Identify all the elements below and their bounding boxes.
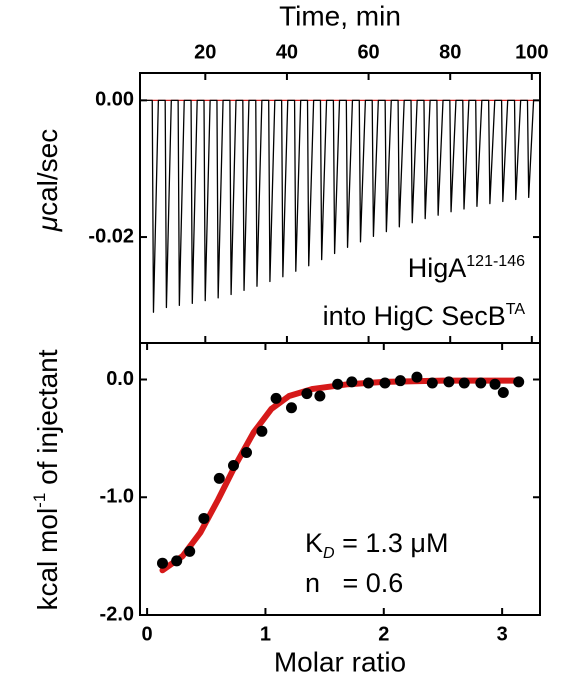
y-tick-label: 0.00 (95, 89, 134, 111)
data-point (497, 386, 509, 398)
x-axis-label: Molar ratio (274, 646, 406, 677)
annotation: n = 0.6 (305, 568, 403, 598)
x-tick-label: 2 (378, 623, 389, 645)
plot-frame (139, 342, 541, 616)
data-point (362, 377, 374, 389)
x-tick-label: 1 (260, 623, 271, 645)
data-point (227, 459, 239, 471)
x-tick-label: 0 (142, 623, 153, 645)
text-part: D (323, 545, 335, 562)
text-part: into HigC SecB (323, 301, 506, 331)
text-part: μ (32, 216, 63, 232)
annotation: KD = 1.3 μM (305, 528, 448, 562)
x-tick-label: 3 (497, 623, 508, 645)
data-point (256, 425, 268, 437)
text-part: HigA (408, 253, 467, 283)
data-point (270, 392, 282, 404)
text-part: 121-146 (466, 253, 525, 270)
data-point (184, 545, 196, 557)
data-point (301, 388, 313, 400)
text-part: cal/sec (32, 129, 63, 216)
data-point (513, 376, 525, 388)
data-point (458, 377, 470, 389)
y-axis-label: kcal mol-1 of injectant (30, 349, 63, 610)
data-point (213, 472, 225, 484)
text-part: kcal mol (32, 508, 63, 611)
y-axis-label: μcal/sec (32, 129, 63, 233)
annotation: HigA121-146 (408, 253, 525, 283)
text-part: -1 (30, 493, 49, 508)
data-point (241, 447, 253, 459)
x-tick-label: 80 (439, 41, 461, 63)
data-point (443, 376, 455, 388)
y-tick-label: -1.0 (100, 486, 134, 508)
data-point (379, 377, 391, 389)
x-tick-label: 100 (515, 41, 548, 63)
annotation: into HigC SecBTA (323, 301, 526, 331)
data-point (475, 377, 487, 389)
data-line (139, 99, 541, 313)
data-point (332, 378, 344, 390)
data-point (156, 557, 168, 569)
x-tick-label: 60 (357, 41, 379, 63)
data-point (394, 375, 406, 387)
text-part: TA (506, 301, 526, 318)
x-tick-label: 40 (276, 41, 298, 63)
text-part: n = 0.6 (305, 568, 403, 598)
data-point (171, 555, 183, 567)
data-point (285, 402, 297, 414)
data-point (489, 378, 501, 390)
data-point (346, 376, 358, 388)
x-axis-label: Time, min (279, 0, 401, 31)
data-point (198, 512, 210, 524)
text-part: of injectant (32, 349, 63, 492)
text-part: K (305, 528, 323, 558)
data-point (426, 377, 438, 389)
y-tick-label: -0.02 (88, 225, 134, 247)
y-tick-label: -2.0 (100, 603, 134, 625)
data-point (411, 371, 423, 383)
x-tick-label: 20 (194, 41, 216, 63)
y-tick-label: 0.0 (106, 368, 134, 390)
data-point (314, 390, 326, 402)
text-part: = 1.3 μM (335, 528, 449, 558)
